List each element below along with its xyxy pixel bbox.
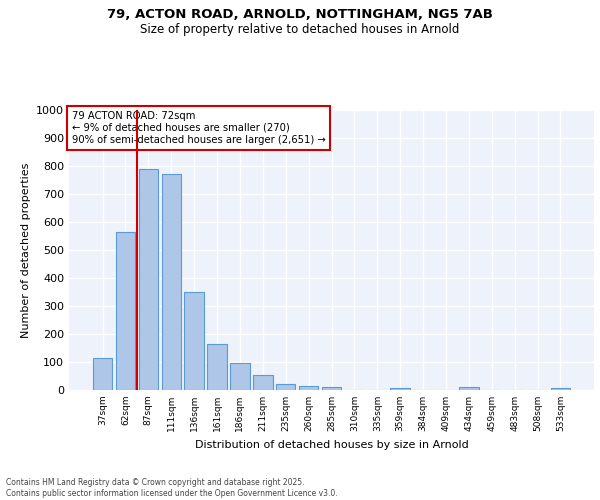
Bar (459, 387, 479, 390)
Bar (276, 384, 295, 390)
Bar (184, 292, 204, 390)
Text: 79 ACTON ROAD: 72sqm
← 9% of detached houses are smaller (270)
90% of semi-detac: 79 ACTON ROAD: 72sqm ← 9% of detached ho… (71, 112, 325, 144)
Bar (322, 387, 341, 390)
Y-axis label: Number of detached properties: Number of detached properties (20, 162, 31, 338)
Bar (299, 386, 319, 390)
Text: Size of property relative to detached houses in Arnold: Size of property relative to detached ho… (140, 22, 460, 36)
Bar (116, 232, 135, 390)
X-axis label: Distribution of detached houses by size in Arnold: Distribution of detached houses by size … (194, 440, 469, 450)
Bar (208, 344, 227, 390)
Bar (391, 388, 410, 390)
Bar (139, 169, 158, 390)
Text: 79, ACTON ROAD, ARNOLD, NOTTINGHAM, NG5 7AB: 79, ACTON ROAD, ARNOLD, NOTTINGHAM, NG5 … (107, 8, 493, 20)
Bar (93, 358, 112, 390)
Bar (253, 376, 272, 390)
Bar (161, 174, 181, 390)
Bar (230, 363, 250, 390)
Bar (551, 388, 570, 390)
Text: Contains HM Land Registry data © Crown copyright and database right 2025.
Contai: Contains HM Land Registry data © Crown c… (6, 478, 338, 498)
